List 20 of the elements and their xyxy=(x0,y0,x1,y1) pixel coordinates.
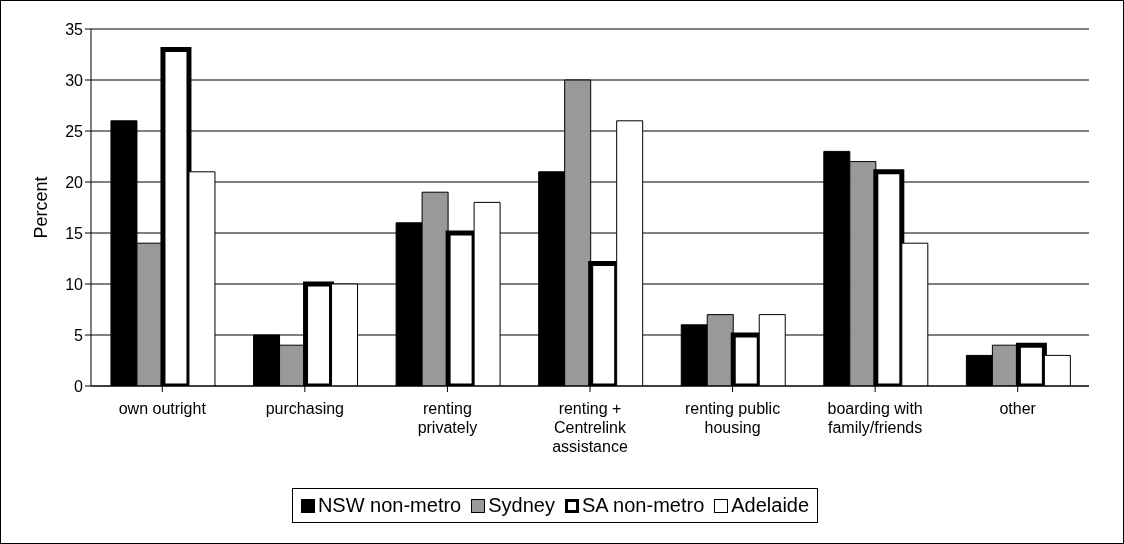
y-tick-label: 15 xyxy=(65,224,84,242)
x-tick-label: other xyxy=(999,400,1037,417)
x-tick-label: renting privately xyxy=(417,400,478,436)
y-axis-title: Percent xyxy=(31,176,52,239)
y-tick-label: 30 xyxy=(65,71,84,89)
x-tick-label: renting public housing xyxy=(684,400,781,436)
y-tick-label: 0 xyxy=(74,377,84,395)
y-tick-label: 35 xyxy=(65,20,84,38)
y-tick-label: 10 xyxy=(65,275,84,293)
legend-label: Adelaide xyxy=(731,494,810,517)
y-tick-label: 5 xyxy=(74,326,84,344)
x-tick-label: boarding with family/friends xyxy=(827,400,923,436)
legend-label: SA non-metro xyxy=(581,494,705,517)
x-tick-label: purchasing xyxy=(265,400,344,417)
x-tick-label: own outright xyxy=(118,400,207,417)
legend-label: NSW non-metro xyxy=(317,494,462,517)
y-tick-label: 20 xyxy=(65,173,84,191)
x-tick-label: renting + Centrelink assistance xyxy=(552,400,628,455)
legend-label: Sydney xyxy=(488,494,555,517)
y-tick-label: 25 xyxy=(65,122,84,140)
